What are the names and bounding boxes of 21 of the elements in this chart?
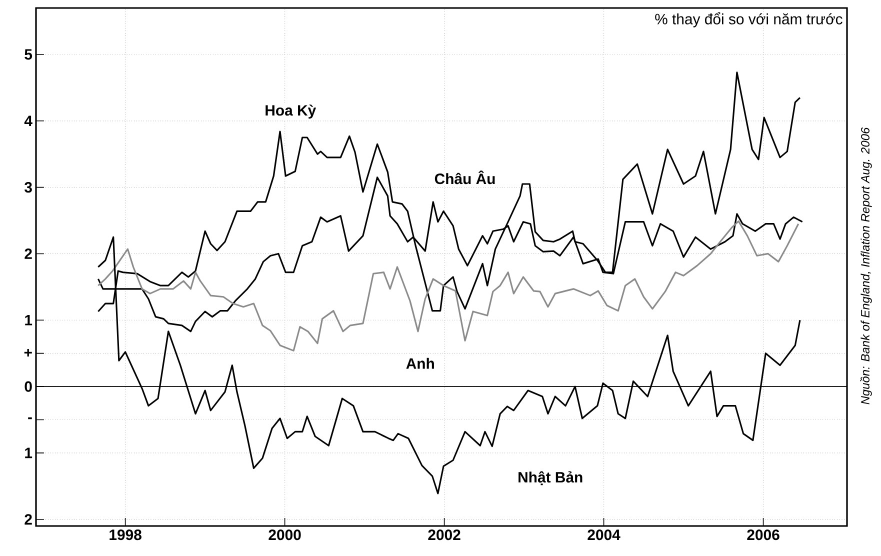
y-tick-label: 2 [24, 248, 32, 259]
text: Nhật Bản [518, 471, 582, 486]
series-label: Châu Âu [434, 170, 495, 184]
y-tick-label: 5 [24, 49, 32, 60]
y-tick-label: 3 [24, 182, 32, 193]
x-tick-label: 2000 [268, 530, 301, 540]
y-tick-label: 0 [24, 381, 32, 392]
y-tick-label: 1 [25, 448, 32, 458]
x-tick-label: 2006 [747, 530, 780, 540]
y-tick-label: + [24, 348, 32, 357]
y-tick-label: 2 [24, 514, 32, 525]
y-tick-label: - [28, 417, 32, 420]
chart-title: % thay đổi so với năm trước [655, 12, 842, 28]
x-tick-label: 1998 [110, 530, 142, 540]
series-label: Anh [406, 358, 434, 369]
y-tick-label: 1 [25, 314, 32, 326]
x-tick-label: 2004 [588, 530, 620, 540]
series-label: Hoa Kỳ [266, 104, 316, 119]
text: Nguồn: Bank of England, Inflation Report Aug. 2006 [860, 127, 872, 404]
x-tick-label: 2002 [428, 530, 460, 540]
y-tick-label: 4 [24, 116, 32, 126]
